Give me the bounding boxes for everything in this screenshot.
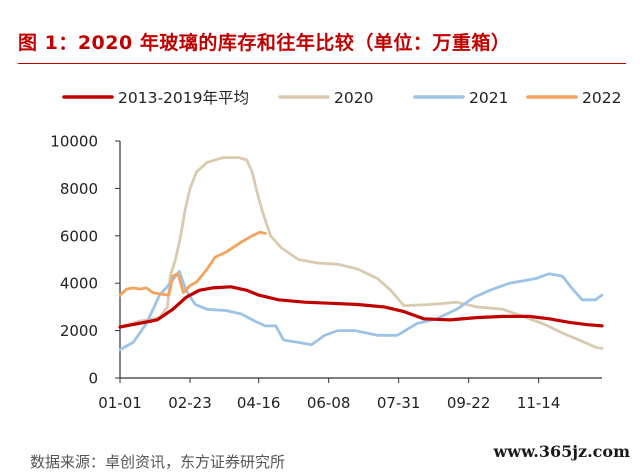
series-line-0: [118, 285, 604, 329]
x-tick-label: 04-16: [237, 394, 281, 412]
y-tick-label: 8000: [60, 180, 98, 198]
y-tick-label: 4000: [60, 275, 98, 293]
legend-label: 2021: [469, 89, 508, 107]
data-source-note: 数据来源：卓创资讯，东方证券研究所: [30, 453, 286, 471]
legend-label: 2013-2019年平均: [118, 89, 249, 107]
legend-label: 2022: [582, 89, 621, 107]
x-tick-label: 09-22: [447, 394, 491, 412]
chart-axes: 0 2000 4000 6000 8000 10000 01-01 02-23 04-16 06-…: [50, 133, 602, 412]
chart-legend: 2013-2019年平均 2020 2021 2022: [62, 89, 621, 107]
y-tick-label: 6000: [60, 227, 98, 245]
y-tick-label: 10000: [50, 133, 98, 151]
series-line-3: [118, 230, 267, 297]
legend-label: 2020: [334, 89, 373, 107]
x-tick-label: 11-14: [517, 394, 561, 412]
series-line-2: [118, 269, 604, 352]
site-watermark: www.365jz.com: [493, 442, 630, 461]
x-tick-label: 06-08: [307, 394, 351, 412]
x-tick-label: 07-31: [377, 394, 421, 412]
series-line-1: [118, 156, 604, 350]
y-tick-label: 2000: [60, 322, 98, 340]
y-tick-label: 0: [88, 370, 98, 388]
title-divider: [18, 63, 626, 64]
x-tick-label: 01-01: [98, 394, 142, 412]
chart-title: 图 1：2020 年玻璃的库存和往年比较（单位：万重箱）: [18, 32, 511, 54]
x-tick-label: 02-23: [168, 394, 212, 412]
chart-series: [118, 156, 604, 352]
